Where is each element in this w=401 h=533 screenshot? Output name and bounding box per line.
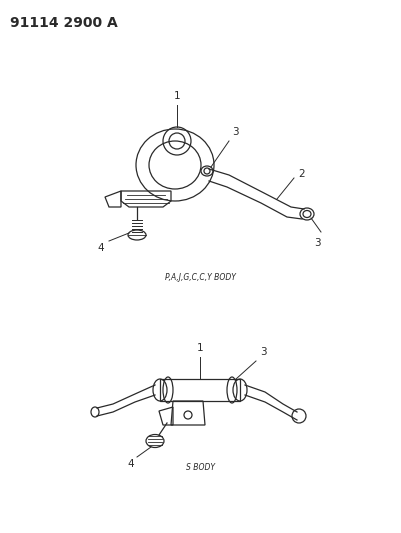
Text: 1: 1: [196, 343, 203, 353]
Text: 1: 1: [174, 91, 180, 101]
Text: 2: 2: [298, 169, 305, 179]
Text: 4: 4: [128, 459, 134, 469]
Text: 3: 3: [314, 238, 320, 248]
Text: 4: 4: [98, 243, 104, 253]
Text: S BODY: S BODY: [186, 464, 215, 472]
Text: 91114 2900 A: 91114 2900 A: [10, 16, 118, 30]
Text: 3: 3: [232, 127, 239, 137]
Text: P,A,J,G,C,C,Y BODY: P,A,J,G,C,C,Y BODY: [164, 273, 235, 282]
Text: 3: 3: [260, 347, 267, 357]
